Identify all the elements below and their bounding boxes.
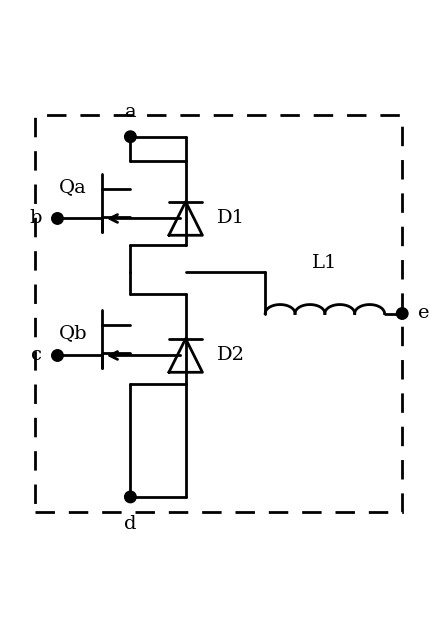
Text: Qb: Qb [59, 324, 87, 342]
Circle shape [125, 131, 136, 142]
Text: e: e [418, 305, 429, 322]
Circle shape [52, 350, 63, 361]
Text: a: a [125, 103, 136, 121]
Circle shape [125, 491, 136, 503]
Circle shape [396, 308, 408, 319]
Text: D2: D2 [217, 347, 244, 364]
Text: D1: D1 [217, 209, 244, 228]
Circle shape [52, 213, 63, 224]
Text: d: d [124, 515, 137, 532]
Bar [35, 115, 402, 512]
Text: b: b [30, 209, 42, 228]
Text: c: c [31, 347, 42, 364]
Text: L1: L1 [312, 253, 338, 271]
Text: Qa: Qa [59, 179, 87, 196]
